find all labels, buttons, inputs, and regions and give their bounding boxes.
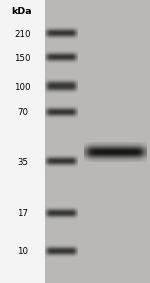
Text: 35: 35 bbox=[17, 158, 28, 167]
Text: 210: 210 bbox=[14, 30, 31, 39]
Text: 17: 17 bbox=[17, 209, 28, 218]
Text: 10: 10 bbox=[17, 247, 28, 256]
Text: kDa: kDa bbox=[11, 7, 32, 16]
Text: 70: 70 bbox=[17, 108, 28, 117]
Text: 150: 150 bbox=[14, 54, 31, 63]
Text: 100: 100 bbox=[14, 83, 31, 92]
